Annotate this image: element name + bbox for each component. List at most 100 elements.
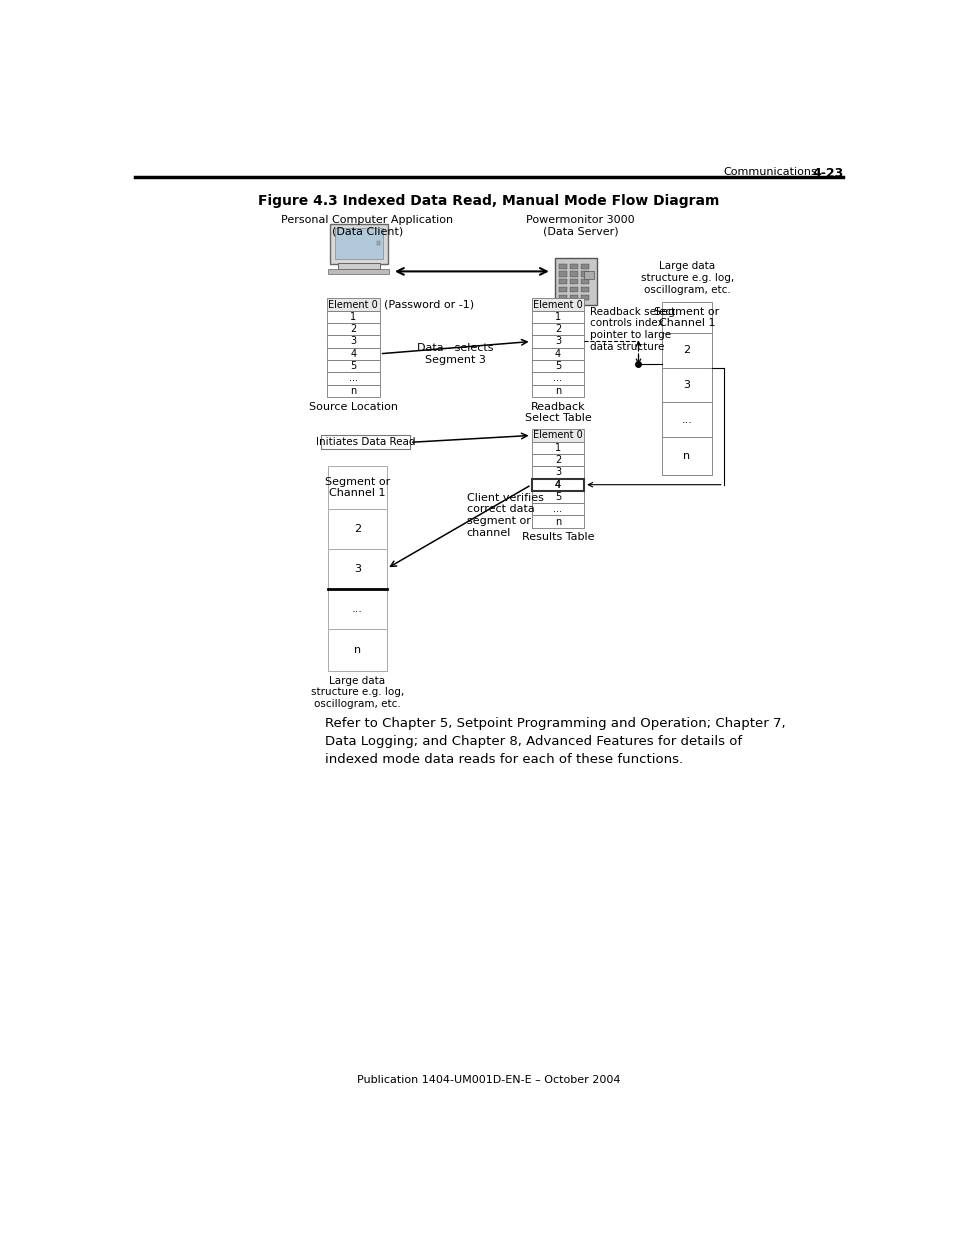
Bar bbox=[531, 324, 583, 336]
Text: 2: 2 bbox=[354, 524, 361, 534]
Text: Large data
structure e.g. log,
oscillogram, etc.: Large data structure e.g. log, oscillogr… bbox=[640, 262, 733, 294]
Bar bbox=[558, 264, 567, 269]
Text: 1: 1 bbox=[350, 311, 356, 322]
Text: Readback select
controls index
pointer to large
data structure: Readback select controls index pointer t… bbox=[590, 306, 675, 352]
Bar bbox=[531, 490, 583, 503]
Text: Segment or
Channel 1: Segment or Channel 1 bbox=[654, 306, 719, 329]
Bar bbox=[531, 311, 583, 324]
Bar bbox=[661, 403, 711, 437]
Bar bbox=[555, 258, 597, 305]
Text: Client verifies
correct data
segment or
channel: Client verifies correct data segment or … bbox=[466, 493, 543, 537]
Bar bbox=[531, 384, 583, 396]
Bar bbox=[531, 478, 583, 490]
Bar bbox=[558, 272, 567, 277]
Bar bbox=[328, 509, 386, 548]
Text: n: n bbox=[555, 385, 560, 395]
Bar bbox=[558, 279, 567, 284]
Bar bbox=[661, 333, 711, 368]
Text: 1: 1 bbox=[555, 311, 560, 322]
Text: n: n bbox=[555, 516, 560, 526]
Bar bbox=[570, 272, 578, 277]
Bar bbox=[580, 264, 588, 269]
Text: n: n bbox=[682, 451, 690, 461]
Bar bbox=[570, 279, 578, 284]
Bar bbox=[330, 224, 388, 264]
Bar bbox=[320, 436, 410, 450]
Text: 4: 4 bbox=[555, 479, 560, 490]
Bar bbox=[531, 442, 583, 454]
Text: 2: 2 bbox=[555, 324, 560, 335]
Bar bbox=[661, 437, 711, 475]
Bar bbox=[327, 384, 379, 396]
Bar bbox=[328, 269, 389, 274]
Text: 4-23: 4-23 bbox=[812, 168, 843, 180]
Text: Powermonitor 3000
(Data Server): Powermonitor 3000 (Data Server) bbox=[525, 215, 634, 237]
Bar bbox=[327, 347, 379, 359]
Text: ...: ... bbox=[680, 415, 692, 425]
Text: n: n bbox=[350, 385, 356, 395]
Text: Element 0: Element 0 bbox=[533, 300, 582, 310]
Text: Figure 4.3 Indexed Data Read, Manual Mode Flow Diagram: Figure 4.3 Indexed Data Read, Manual Mod… bbox=[258, 194, 719, 209]
Bar bbox=[583, 272, 593, 279]
Text: 5: 5 bbox=[555, 492, 560, 501]
Bar bbox=[327, 336, 379, 347]
Text: n: n bbox=[354, 645, 361, 655]
Bar bbox=[335, 228, 382, 259]
Bar bbox=[580, 287, 588, 293]
Text: Segment or
Channel 1: Segment or Channel 1 bbox=[325, 477, 390, 498]
Bar bbox=[531, 515, 583, 527]
Text: ...: ... bbox=[349, 373, 357, 383]
Text: 3: 3 bbox=[682, 380, 690, 390]
Text: (Password or -1): (Password or -1) bbox=[384, 300, 474, 310]
Text: 2: 2 bbox=[555, 454, 560, 466]
Bar bbox=[531, 430, 583, 442]
Text: Results Table: Results Table bbox=[521, 532, 594, 542]
Text: Personal Computer Application
(Data Client): Personal Computer Application (Data Clie… bbox=[281, 215, 453, 237]
Bar bbox=[570, 287, 578, 293]
Bar bbox=[328, 548, 386, 589]
Text: 3: 3 bbox=[354, 563, 360, 573]
Text: 3: 3 bbox=[555, 467, 560, 478]
Bar bbox=[531, 478, 583, 490]
Bar bbox=[327, 299, 379, 311]
Bar bbox=[570, 264, 578, 269]
Text: 5: 5 bbox=[555, 361, 560, 370]
Bar bbox=[337, 263, 380, 269]
Text: 4: 4 bbox=[555, 348, 560, 359]
Text: Element 0: Element 0 bbox=[533, 431, 582, 441]
Text: ...: ... bbox=[553, 504, 562, 514]
Bar bbox=[531, 359, 583, 372]
Text: Publication 1404-UM001D-EN-E – October 2004: Publication 1404-UM001D-EN-E – October 2… bbox=[356, 1076, 620, 1086]
Bar bbox=[531, 503, 583, 515]
Bar bbox=[328, 629, 386, 671]
Text: 4: 4 bbox=[555, 479, 560, 490]
Text: Readback
Select Table: Readback Select Table bbox=[524, 401, 591, 424]
Text: Source Location: Source Location bbox=[309, 401, 397, 411]
Text: Initiates Data Read: Initiates Data Read bbox=[315, 437, 415, 447]
Bar bbox=[328, 466, 386, 509]
Text: 3: 3 bbox=[350, 336, 356, 347]
Text: Refer to Chapter 5, Setpoint Programming and Operation; Chapter 7,
Data Logging;: Refer to Chapter 5, Setpoint Programming… bbox=[324, 718, 784, 766]
Text: 5: 5 bbox=[350, 361, 356, 370]
Bar bbox=[531, 454, 583, 466]
Bar bbox=[580, 294, 588, 300]
Bar bbox=[570, 294, 578, 300]
Bar bbox=[661, 368, 711, 403]
Bar bbox=[327, 324, 379, 336]
Text: 2: 2 bbox=[350, 324, 356, 335]
Bar bbox=[531, 372, 583, 384]
Bar bbox=[328, 589, 386, 629]
Bar bbox=[531, 336, 583, 347]
Text: Large data
structure e.g. log,
oscillogram, etc.: Large data structure e.g. log, oscillogr… bbox=[311, 676, 404, 709]
Text: ...: ... bbox=[352, 604, 363, 614]
Text: Communications: Communications bbox=[722, 168, 816, 178]
Text: Element 0: Element 0 bbox=[328, 300, 377, 310]
Bar bbox=[558, 294, 567, 300]
Bar bbox=[580, 272, 588, 277]
Bar bbox=[531, 347, 583, 359]
Text: ...: ... bbox=[553, 373, 562, 383]
Text: 4: 4 bbox=[350, 348, 356, 359]
Text: 2: 2 bbox=[682, 346, 690, 356]
Bar bbox=[327, 359, 379, 372]
Text: 1: 1 bbox=[555, 442, 560, 453]
